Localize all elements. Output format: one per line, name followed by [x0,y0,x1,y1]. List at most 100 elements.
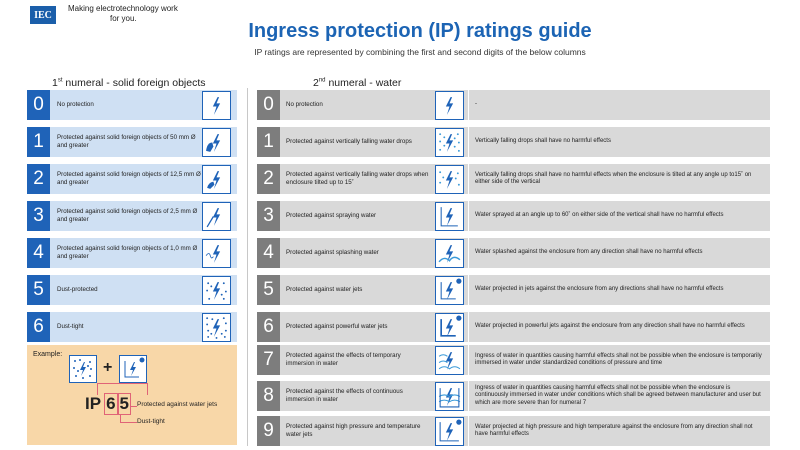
rating-detail: Water projected at high pressure and hig… [468,416,770,446]
rating-protection: Protected against high pressure and temp… [286,423,421,438]
solid-rating-row: 3 Protected against solid foreign objects… [27,201,237,231]
iec-logo: IEC [30,6,56,24]
rating-protection: Protected against vertically falling wat… [286,171,429,186]
rating-number: 5 [257,275,280,305]
water-rating-row: 6 Protected against powerful water jets Wa… [257,312,770,342]
rating-description: Dust-tight [57,323,84,331]
rating-detail: Water sprayed at an angle up to 60˚ on e… [468,201,770,231]
ip-prefix: IP [85,394,102,413]
rating-number: 4 [27,238,50,268]
connector-line [97,383,147,384]
rating-protection: No protection [286,101,323,109]
plus-sign: + [103,359,113,376]
connector-line [147,383,148,395]
drops-icon [435,127,464,157]
tilted-drops-icon [435,164,464,194]
ip-digit-second: 5 [117,393,131,415]
tool-icon [202,201,231,231]
right-heading-num: 2 [313,77,319,89]
rating-description: Protected against solid foreign objects … [57,245,198,260]
water-rating-row: 4 Protected against splashing water Water … [257,238,770,268]
rating-number: 0 [27,90,50,120]
rating-number: 6 [27,312,50,342]
solid-rating-row: 1 Protected against solid foreign objects… [27,127,237,157]
rating-description: Dust-protected [57,286,98,294]
arrow-dust-vertical [120,415,121,423]
ip-digit-first: 6 [104,393,118,415]
left-heading-sup: st [57,77,63,84]
rating-description: Protected against solid foreign objects … [57,134,196,149]
connector-line [97,383,98,395]
page-title: Ingress protection (IP) ratings guide [248,20,592,42]
rating-number: 5 [27,275,50,305]
powerful-jet-icon [435,312,464,342]
left-column-heading: 1st numeral - solid foreign objects [52,77,206,89]
rating-number: 0 [257,90,280,120]
water-rating-row: 3 Protected against spraying water Water s… [257,201,770,231]
column-divider [247,88,248,446]
solid-rating-row: 2 Protected against solid foreign objects… [27,164,237,194]
example-note-water: Protected against water jets [137,401,218,408]
example-note-dust: Dust-tight [137,418,165,425]
wire-icon [202,238,231,268]
water-rating-row: 5 Protected against water jets Water proje… [257,275,770,305]
rating-number: 3 [27,201,50,231]
jet-icon [435,275,464,305]
rating-number: 6 [257,312,280,342]
rating-protection: Protected against water jets [286,286,363,294]
rating-number: 2 [27,164,50,194]
rating-number: 7 [257,345,280,375]
tagline-line1: Making electrotechnology work [68,4,178,13]
rating-detail: Water projected in jets against the encl… [468,275,770,305]
ip-code: IP 6 5 [85,393,131,415]
rating-description: Protected against solid foreign objects … [57,171,201,186]
example-box: Example: + IP 6 5 Protected against water … [27,345,237,445]
right-heading-text: numeral - water [325,77,402,89]
dust-icon [202,275,231,305]
arrow-water [131,406,137,407]
rating-number: 9 [257,416,280,446]
water-rating-row: 1 Protected against vertically falling wa… [257,127,770,157]
rating-detail: Vertically falling drops shall have no h… [468,164,770,194]
lightning-icon [435,90,464,120]
rating-protection: Protected against the effects of continu… [286,388,403,403]
solid-rating-row: 4 Protected against solid foreign objects… [27,238,237,268]
immersion-icon [435,345,464,375]
left-heading-num: 1 [52,77,58,89]
solid-rating-row: 5 Dust-protected [27,275,237,305]
rating-detail: Ingress of water in quantities causing h… [468,345,770,375]
rating-protection: Protected against spraying water [286,212,377,220]
dust-tight-icon [69,355,97,383]
rating-number: 2 [257,164,280,194]
lightning-icon [202,90,231,120]
water-rating-row: 8 Protected against the effects of contin… [257,381,770,411]
water-rating-row: 0 No protection - [257,90,770,120]
solid-rating-row: 6 Dust-tight [27,312,237,342]
continuous-immersion-icon [435,381,464,411]
rating-number: 1 [257,127,280,157]
rating-detail: Water projected in powerful jets against… [468,312,770,342]
rating-detail: Water splashed against the enclosure fro… [468,238,770,268]
rating-number: 3 [257,201,280,231]
rating-number: 4 [257,238,280,268]
splash-icon [435,238,464,268]
rating-description: No protection [57,101,94,109]
arrow-dust [120,422,137,423]
spray-icon [435,201,464,231]
water-rating-row: 9 Protected against high pressure and tem… [257,416,770,446]
right-column-heading: 2nd numeral - water [313,77,401,89]
dust-tight-icon [202,312,231,342]
tagline-line2: for you. [110,14,137,23]
page-subtitle: IP ratings are represented by combining … [254,47,586,57]
water-rating-row: 7 Protected against the effects of tempor… [257,345,770,375]
rating-protection: Protected against the effects of tempora… [286,352,401,367]
rating-detail: Vertically falling drops shall have no h… [468,127,770,157]
solid-rating-row: 0 No protection [27,90,237,120]
example-label: Example: [33,351,63,358]
rating-detail: Ingress of water in quantities causing h… [468,381,770,411]
rating-number: 8 [257,381,280,411]
tagline: Making electrotechnology work for you. [68,4,178,24]
jet-icon [119,355,147,383]
rating-description: Protected against solid foreign objects … [57,208,198,223]
rating-detail: - [468,90,770,120]
